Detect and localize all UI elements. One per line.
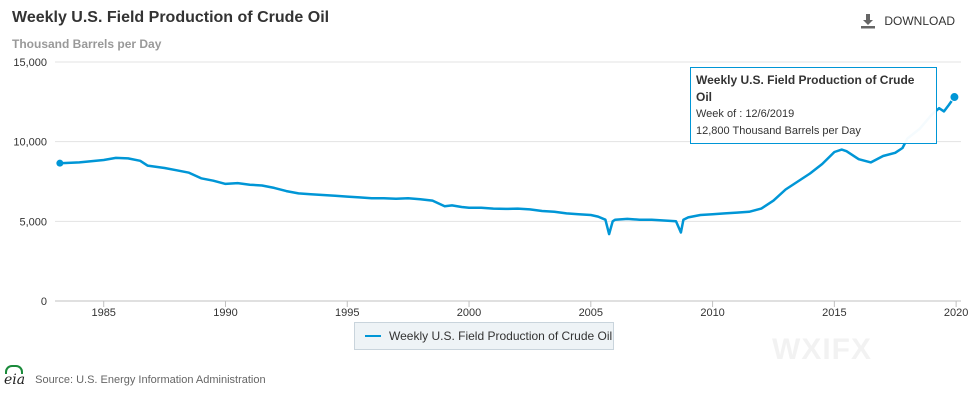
x-tick-label: 2005 (579, 307, 603, 319)
x-tick-label: 2020 (944, 307, 968, 319)
y-tick-label: 5,000 (19, 216, 47, 228)
footer: eia Source: U.S. Energy Information Admi… (4, 365, 266, 388)
x-tick-label: 1985 (91, 307, 115, 319)
tooltip-week: Week of : 12/6/2019 (696, 108, 795, 120)
x-tick-label: 2010 (700, 307, 724, 319)
series-start-point (56, 159, 64, 167)
x-tick-label: 2015 (822, 307, 846, 319)
chart-title: Weekly U.S. Field Production of Crude Oi… (12, 9, 330, 26)
y-axis: 0 5,000 10,000 15,000 (13, 57, 47, 308)
x-tick-label: 2000 (457, 307, 481, 319)
chart-subtitle: Thousand Barrels per Day (12, 37, 162, 51)
watermark: WXIFX (772, 333, 872, 366)
data-tooltip: Weekly U.S. Field Production of Crude Oi… (690, 67, 937, 144)
legend-swatch (365, 335, 381, 337)
x-axis: 1985 1990 1995 2000 2005 2010 2015 2020 (55, 300, 968, 319)
highlighted-point[interactable] (949, 92, 960, 103)
download-button[interactable]: DOWNLOAD (860, 13, 955, 29)
y-tick-label: 0 (41, 296, 47, 308)
y-tick-label: 15,000 (13, 57, 47, 69)
series-line-crude-oil[interactable] (59, 96, 956, 236)
y-tick-label: 10,000 (13, 137, 47, 149)
x-tick-label: 1990 (213, 307, 237, 319)
tooltip-value: 12,800 Thousand Barrels per Day (696, 125, 861, 137)
tooltip-title: Weekly U.S. Field Production of Crude Oi… (696, 73, 915, 104)
download-label: DOWNLOAD (884, 14, 955, 28)
eia-logo: eia (4, 365, 25, 388)
source-text: Source: U.S. Energy Information Administ… (35, 374, 266, 386)
download-icon (860, 13, 876, 29)
x-tick-label: 1995 (335, 307, 359, 319)
legend-item[interactable]: Weekly U.S. Field Production of Crude Oi… (354, 322, 614, 350)
legend-label: Weekly U.S. Field Production of Crude Oi… (389, 329, 613, 343)
